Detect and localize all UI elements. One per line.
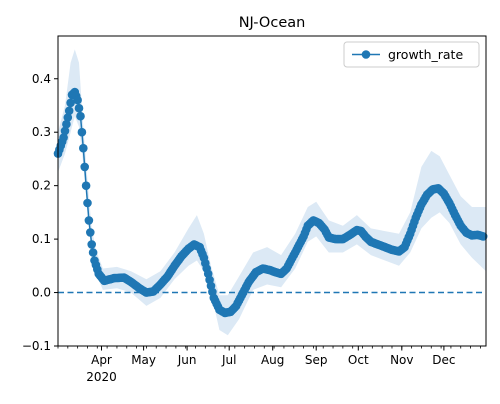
x-tick-label: Aug bbox=[261, 353, 284, 367]
x-tick-label: Jul bbox=[221, 353, 236, 367]
data-point bbox=[80, 162, 89, 172]
x-tick-label: Dec bbox=[432, 353, 455, 367]
data-point bbox=[86, 228, 95, 237]
legend-marker-swatch bbox=[361, 50, 371, 59]
x-tick-label: Oct bbox=[348, 353, 369, 367]
y-tick-label: −0.1 bbox=[22, 339, 51, 353]
chart-title: NJ-Ocean bbox=[239, 15, 306, 31]
x-tick-label: May bbox=[131, 353, 156, 367]
confidence-band-layer bbox=[58, 49, 486, 336]
data-point bbox=[88, 248, 98, 257]
data-point bbox=[81, 181, 91, 190]
data-point bbox=[63, 113, 73, 122]
x-tick-label: Apr bbox=[91, 353, 112, 367]
data-point bbox=[74, 103, 84, 113]
data-point bbox=[79, 143, 88, 153]
y-tick-label: 0.1 bbox=[32, 232, 51, 246]
data-point bbox=[478, 232, 488, 241]
y-tick-label: 0.3 bbox=[32, 125, 51, 139]
data-point bbox=[83, 198, 92, 208]
data-point bbox=[73, 95, 82, 105]
data-point bbox=[62, 119, 71, 129]
axes-layer: −0.1 0.0 0.1 0.2 0.3 0.4 Apr 2020 May Jun Jul Aug Se… bbox=[22, 72, 481, 384]
legend: growth_rate bbox=[343, 41, 480, 68]
x-tick-label: Nov bbox=[390, 353, 413, 367]
y-tick-label: 0.2 bbox=[32, 179, 51, 193]
confidence-band bbox=[58, 49, 486, 336]
data-point bbox=[60, 126, 70, 136]
data-point bbox=[64, 106, 74, 116]
legend-label-growth-rate: growth_rate bbox=[388, 47, 463, 62]
y-tick-label: 0.4 bbox=[32, 72, 51, 86]
data-point bbox=[66, 98, 75, 108]
series-marker-layer bbox=[53, 87, 488, 318]
data-point bbox=[87, 240, 96, 249]
plot-frame bbox=[57, 35, 487, 347]
x-tick-label: Sep bbox=[305, 353, 328, 367]
data-point bbox=[59, 133, 68, 142]
y-tick-label: 0.0 bbox=[32, 286, 51, 300]
x-tick-label: Jun bbox=[177, 353, 197, 367]
data-point bbox=[84, 216, 94, 225]
data-point bbox=[77, 127, 87, 137]
legend-box bbox=[343, 41, 480, 68]
x-tick-year-label: 2020 bbox=[86, 370, 117, 384]
data-point bbox=[76, 111, 85, 121]
